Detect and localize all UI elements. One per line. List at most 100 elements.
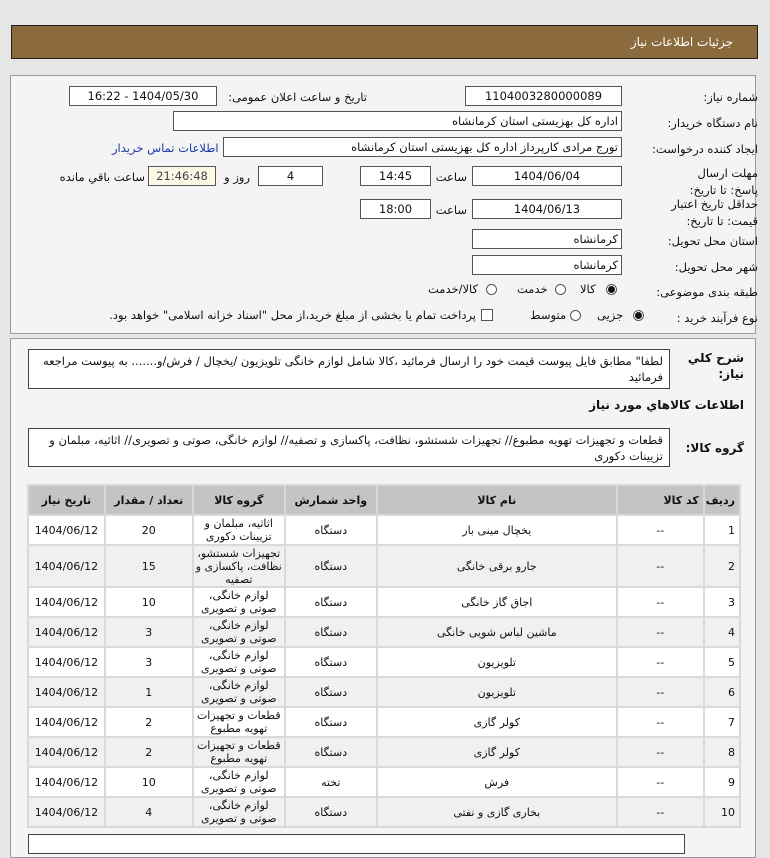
item-group: لوازم خانگی، صوتی و تصویری: [193, 798, 284, 826]
item-unit: دستگاه: [285, 678, 376, 706]
category-goods-label: کالا: [580, 282, 596, 296]
treasury-checkbox[interactable]: [481, 309, 493, 321]
buyer-field[interactable]: اداره کل بهزیستی استان کرمانشاه: [173, 111, 622, 131]
table-row: 6 -- تلویزیون دستگاه لوازم خانگی، صوتی و تصو…: [29, 678, 739, 706]
col-qty: تعداد / مقدار: [105, 486, 192, 514]
row-number: 4: [704, 618, 739, 646]
time-remaining-label: ساعت باقي مانده: [59, 170, 145, 184]
row-number: 7: [704, 708, 739, 736]
col-group: گروه کالا: [193, 486, 284, 514]
item-need-date: 1404/06/12: [29, 678, 104, 706]
item-need-date: 1404/06/12: [29, 768, 104, 796]
goods-table: ردیف کد کالا نام کالا واحد شمارش گروه کا…: [27, 484, 741, 828]
buyer-contact-link[interactable]: اطلاعات تماس خریدار: [112, 141, 219, 155]
item-group: لوازم خانگی، صوتی و تصویری: [193, 588, 284, 616]
table-row: 10 -- بخاری گازی و نفتی دستگاه لوازم خانگی، …: [29, 798, 739, 826]
item-unit: دستگاه: [285, 588, 376, 616]
notes-box: [28, 834, 685, 854]
item-quantity: 3: [105, 648, 192, 676]
deadline-label: مهلت ارسال پاسخ: تا تاریخ:: [689, 166, 758, 197]
item-need-date: 1404/06/12: [29, 798, 104, 826]
description-field: لطفا" مطابق فایل پیوست قیمت خود را ارسال…: [28, 349, 670, 389]
province-label: استان محل تحویل:: [667, 234, 758, 248]
col-name: نام کالا: [377, 486, 616, 514]
item-name: اجاق گاز خانگی: [377, 588, 616, 616]
item-unit: دستگاه: [285, 708, 376, 736]
page-header: جزئیات اطلاعات نیاز: [11, 25, 758, 59]
city-field[interactable]: کرمانشاه: [472, 255, 622, 275]
process-minor-radio[interactable]: [633, 310, 644, 321]
category-service-radio[interactable]: [555, 284, 566, 295]
item-code: --: [617, 588, 703, 616]
item-code: --: [617, 738, 703, 766]
item-name: فرش: [377, 768, 616, 796]
item-need-date: 1404/06/12: [29, 738, 104, 766]
item-quantity: 1: [105, 678, 192, 706]
item-code: --: [617, 516, 703, 544]
item-name: تلویزیون: [377, 648, 616, 676]
col-code: کد کالا: [617, 486, 703, 514]
item-quantity: 2: [105, 708, 192, 736]
category-label: طبقه بندی موضوعی:: [656, 285, 758, 299]
buyer-label: نام دستگاه خریدار:: [667, 116, 758, 130]
treasury-checkbox-label: پرداخت تمام یا بخشی از مبلغ خرید،از محل …: [109, 308, 476, 322]
item-need-date: 1404/06/12: [29, 648, 104, 676]
item-name: کولر گازی: [377, 708, 616, 736]
deadline-time-field[interactable]: 14:45: [360, 166, 431, 186]
goods-table-wrap: ردیف کد کالا نام کالا واحد شمارش گروه کا…: [27, 484, 741, 828]
table-row: 8 -- کولر گازی دستگاه قطعات و تجهیزات تهویه …: [29, 738, 739, 766]
item-name: جارو برقی خانگی: [377, 546, 616, 586]
item-name: یخچال مینی بار: [377, 516, 616, 544]
category-goods-radio[interactable]: [606, 284, 617, 295]
item-code: --: [617, 798, 703, 826]
item-group: تجهیزات شستشو، نظافت، پاکسازی و تصفیه: [193, 546, 284, 586]
item-quantity: 2: [105, 738, 192, 766]
row-number: 10: [704, 798, 739, 826]
col-unit: واحد شمارش: [285, 486, 376, 514]
item-need-date: 1404/06/12: [29, 516, 104, 544]
row-number: 2: [704, 546, 739, 586]
table-row: 4 -- ماشین لباس شویی خانگی دستگاه لوازم خانگ…: [29, 618, 739, 646]
item-name: ماشین لباس شویی خانگی: [377, 618, 616, 646]
process-medium-radio[interactable]: [570, 310, 581, 321]
time-remaining-field: 21:46:48: [148, 166, 216, 186]
item-need-date: 1404/06/12: [29, 588, 104, 616]
province-field[interactable]: کرمانشاه: [472, 229, 622, 249]
item-quantity: 15: [105, 546, 192, 586]
col-date: تاریخ نیاز: [29, 486, 104, 514]
announce-label: تاریخ و ساعت اعلان عمومی:: [228, 90, 367, 104]
group-label: گروه کالا:: [685, 441, 744, 455]
col-row: ردیف: [704, 486, 739, 514]
row-number: 3: [704, 588, 739, 616]
need-number-field[interactable]: 1104003280000089: [465, 86, 622, 106]
creator-field[interactable]: تورج مرادی کارپرداز اداره کل بهزیستی است…: [223, 137, 622, 157]
validity-date-field[interactable]: 1404/06/13: [472, 199, 622, 219]
item-code: --: [617, 618, 703, 646]
validity-time-label: ساعت: [435, 203, 467, 217]
item-group: قطعات و تجهیزات تهویه مطبوع: [193, 708, 284, 736]
row-number: 8: [704, 738, 739, 766]
table-row: 9 -- فرش تخته لوازم خانگی، صوتی و تصویری 10 14…: [29, 768, 739, 796]
row-number: 9: [704, 768, 739, 796]
deadline-date-field[interactable]: 1404/06/04: [472, 166, 622, 186]
table-header-row: ردیف کد کالا نام کالا واحد شمارش گروه کا…: [29, 486, 739, 514]
table-row: 1 -- یخچال مینی بار دستگاه اثاثیه، مبلمان و …: [29, 516, 739, 544]
item-quantity: 10: [105, 768, 192, 796]
item-code: --: [617, 768, 703, 796]
row-number: 5: [704, 648, 739, 676]
row-number: 6: [704, 678, 739, 706]
item-unit: دستگاه: [285, 738, 376, 766]
need-number-label: شماره نیاز:: [703, 90, 758, 104]
announce-field[interactable]: 1404/05/30 - 16:22: [69, 86, 217, 106]
item-quantity: 20: [105, 516, 192, 544]
item-group: اثاثیه، مبلمان و تزیینات دکوری: [193, 516, 284, 544]
days-remaining-field: 4: [258, 166, 323, 186]
deadline-time-label: ساعت: [435, 170, 467, 184]
category-service-label: خدمت: [517, 282, 548, 296]
group-field: قطعات و تجهیزات تهویه مطبوع// تجهیزات شس…: [28, 428, 670, 467]
category-goods-service-radio[interactable]: [486, 284, 497, 295]
process-medium-label: متوسط: [530, 308, 567, 322]
item-unit: دستگاه: [285, 546, 376, 586]
item-need-date: 1404/06/12: [29, 708, 104, 736]
validity-time-field[interactable]: 18:00: [360, 199, 431, 219]
